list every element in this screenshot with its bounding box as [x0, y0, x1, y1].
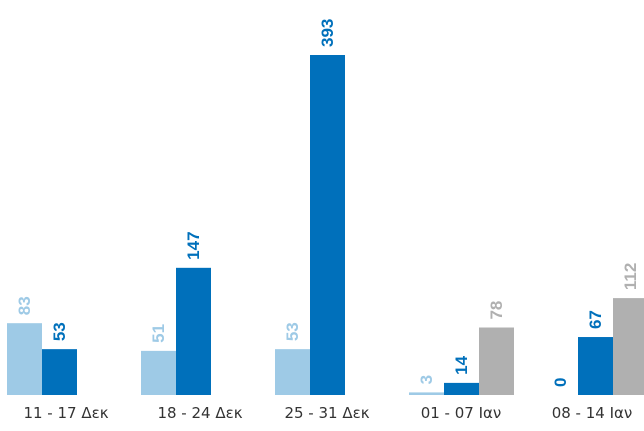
x-tick-label-2: 25 - 31 Δεκ	[284, 404, 369, 422]
data-label-3-0: 3	[417, 375, 436, 384]
x-tick-label-0: 11 - 17 Δεκ	[23, 404, 108, 422]
data-label-4-2: 112	[621, 263, 640, 290]
bar-1-0	[141, 350, 176, 395]
bar-0-1	[42, 349, 77, 395]
bar-3-2	[479, 327, 514, 395]
bar-0-0	[7, 323, 42, 395]
data-label-3-1: 14	[452, 355, 471, 374]
x-tick-label-1: 18 - 24 Δεκ	[157, 404, 242, 422]
x-tick-label-3: 01 - 07 Ιαν	[421, 404, 502, 422]
bar-3-0	[409, 392, 444, 395]
bar-4-1	[578, 337, 613, 395]
data-label-0-1: 53	[50, 322, 69, 341]
data-label-0-0: 83	[15, 296, 34, 315]
bar-3-1	[444, 382, 479, 395]
data-label-4-0: 0	[551, 378, 570, 387]
bar-1-1	[176, 267, 211, 395]
bar-2-1	[310, 55, 345, 395]
data-label-3-2: 78	[487, 301, 506, 320]
data-label-2-1: 393	[318, 19, 337, 47]
data-label-1-0: 51	[149, 324, 168, 343]
data-label-4-1: 67	[586, 310, 605, 329]
x-tick-label-4: 08 - 14 Ιαν	[552, 404, 633, 422]
bar-4-2	[613, 298, 644, 395]
data-label-2-0: 53	[283, 322, 302, 341]
data-label-1-1: 147	[184, 231, 203, 259]
bar-2-0	[275, 349, 310, 395]
